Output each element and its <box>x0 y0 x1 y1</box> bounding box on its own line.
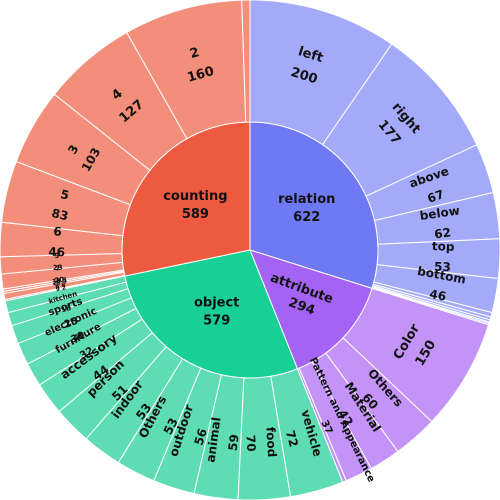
inner-ring <box>122 122 378 378</box>
category-label-relation: relation <box>278 192 335 207</box>
subcategory-label-counting-6-6: 6 <box>53 224 62 238</box>
category-value-object: 579 <box>203 314 230 329</box>
category-label-object: object <box>194 296 239 311</box>
subcategory-value-counting-6-6: 46 <box>48 245 65 260</box>
subcategory-value-counting-7-4: 20 <box>54 276 65 285</box>
subcategory-value-counting-9-5: 23 <box>53 264 63 273</box>
category-label-counting: counting <box>163 189 227 204</box>
subcategory-value-object-animal-2: 59 <box>226 433 242 451</box>
subcategory-label-relation-top-4: top <box>432 239 455 254</box>
subcategory-value-relation-bottom-5: 46 <box>428 287 447 304</box>
subcategory-value-object-food-1: 70 <box>243 435 258 452</box>
category-value-relation: 622 <box>293 210 320 225</box>
subcategory-label-object-food-1: food <box>263 427 279 458</box>
category-value-counting: 589 <box>182 207 209 222</box>
